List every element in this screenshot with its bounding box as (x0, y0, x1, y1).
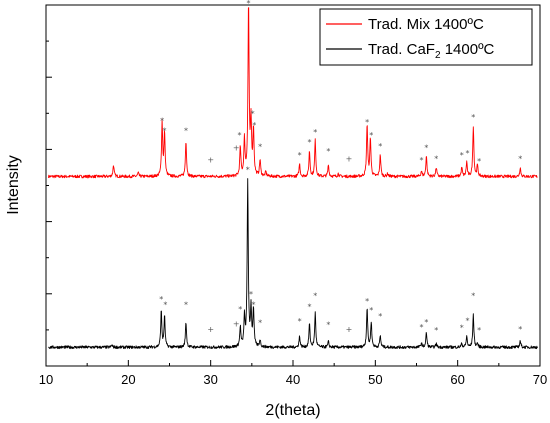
phase-marker-star: * (365, 118, 369, 127)
phase-marker-plus: + (346, 325, 353, 334)
x-tick-label: 70 (533, 372, 547, 387)
x-tick-label: 60 (450, 372, 464, 387)
phase-marker-star: * (160, 117, 164, 126)
x-axis: 10 20 30 40 50 60 70 (39, 360, 547, 387)
phase-marker-star: * (163, 127, 167, 136)
series-line-caf2 (48, 178, 538, 350)
phase-marker-star: * (466, 317, 470, 326)
phase-marker-star: * (184, 301, 188, 310)
x-tick-label: 20 (121, 372, 135, 387)
phase-marker-star: * (477, 326, 481, 335)
phase-marker-star: * (238, 305, 242, 314)
phase-marker-star: * (258, 319, 262, 328)
phase-marker-star: * (326, 147, 330, 156)
plot-area: *** * ******* ******* * *** *+++*** * **** ******… (48, 0, 538, 350)
phase-marker-star: * (246, 165, 250, 174)
phase-marker-star: * (365, 297, 369, 306)
phase-marker-plus: + (207, 325, 214, 334)
phase-marker-star: * (313, 292, 317, 301)
phase-marker-star: * (163, 301, 167, 310)
phase-marker-plus: + (346, 154, 353, 163)
x-tick-label: 10 (39, 372, 53, 387)
phase-marker-star: * (460, 324, 464, 333)
phase-marker-star: * (518, 325, 522, 334)
phase-marker-star: * (419, 156, 423, 165)
phase-marker-plus: + (233, 144, 240, 153)
phase-marker-star: * (434, 154, 438, 163)
x-tick-label: 30 (203, 372, 217, 387)
phase-marker-star: * (184, 127, 188, 136)
y-axis-label: Intensity (5, 155, 22, 215)
phase-marker-star: * (419, 323, 423, 332)
x-tick-label: 40 (286, 372, 300, 387)
phase-marker-star: * (477, 157, 481, 166)
phase-marker-plus: + (207, 156, 214, 165)
legend-label-caf2-main: Trad. CaF (368, 41, 435, 58)
phase-marker-star: * (298, 317, 302, 326)
phase-marker-star: * (159, 295, 163, 304)
phase-marker-star: * (460, 151, 464, 160)
phase-marker-star: * (251, 301, 255, 310)
phase-marker-star: * (298, 151, 302, 160)
phase-marker-star: * (369, 131, 373, 140)
legend-label-caf2-tail: 1400ºC (441, 41, 495, 58)
legend-box (319, 8, 533, 66)
phase-marker-star: * (434, 326, 438, 335)
legend-label-caf2-sub: 2 (435, 50, 441, 61)
phase-marker-star: * (378, 312, 382, 321)
phase-marker-star: * (307, 138, 311, 147)
legend-label-caf2: Trad. CaF2 1400ºC (368, 41, 495, 61)
phase-marker-star: * (378, 142, 382, 151)
series-line-mix (48, 7, 538, 179)
phase-marker-star: * (249, 290, 253, 299)
y-axis (46, 4, 52, 367)
x-axis-label: 2(theta) (265, 402, 320, 419)
phase-marker-star: * (313, 128, 317, 137)
phase-marker-star: * (518, 154, 522, 163)
phase-marker-star: * (466, 149, 470, 158)
phase-marker-star: * (326, 320, 330, 329)
phase-marker-star: * (237, 131, 241, 140)
phase-marker-star: * (424, 144, 428, 153)
phase-marker-star: * (424, 318, 428, 327)
legend: Trad. Mix 1400ºC Trad. CaF2 1400ºC (319, 8, 533, 66)
phase-marker-star: * (471, 113, 475, 122)
phase-marker-star: * (252, 121, 256, 130)
phase-marker-star: * (247, 0, 251, 8)
legend-label-mix: Trad. Mix 1400ºC (368, 16, 484, 33)
phase-marker-star: * (258, 143, 262, 152)
phase-marker-plus: + (233, 319, 240, 328)
phase-marker-star: * (251, 109, 255, 118)
phase-marker-star: * (471, 292, 475, 301)
phase-marker-star: * (307, 302, 311, 311)
phase-marker-star: * (369, 306, 373, 315)
x-tick-label: 50 (368, 372, 382, 387)
